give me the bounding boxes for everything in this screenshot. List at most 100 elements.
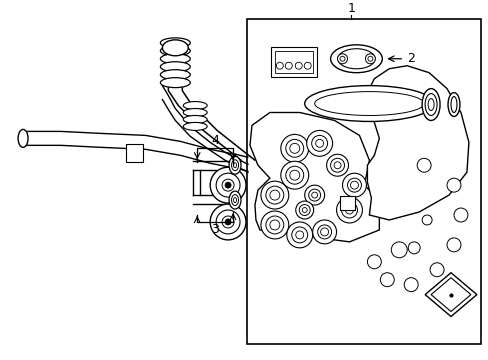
Ellipse shape (450, 96, 456, 112)
Circle shape (280, 161, 308, 189)
Polygon shape (424, 273, 476, 316)
Ellipse shape (183, 102, 207, 109)
Ellipse shape (330, 45, 382, 73)
Bar (270, 47, 316, 77)
Circle shape (345, 206, 353, 214)
Text: 4: 4 (211, 134, 219, 147)
Circle shape (320, 228, 328, 236)
Ellipse shape (183, 108, 207, 117)
Circle shape (416, 158, 430, 172)
Circle shape (261, 181, 288, 209)
Ellipse shape (314, 91, 423, 116)
Circle shape (407, 242, 419, 254)
Ellipse shape (337, 49, 374, 69)
Ellipse shape (233, 163, 236, 168)
Circle shape (311, 192, 317, 198)
Polygon shape (249, 112, 379, 242)
Ellipse shape (162, 40, 188, 56)
Circle shape (286, 222, 312, 248)
Polygon shape (366, 66, 468, 220)
Circle shape (339, 56, 345, 61)
Ellipse shape (421, 89, 439, 121)
Circle shape (446, 238, 460, 252)
Circle shape (330, 158, 344, 172)
Ellipse shape (18, 129, 28, 147)
Circle shape (304, 62, 310, 69)
Circle shape (289, 170, 299, 180)
Circle shape (216, 173, 240, 197)
Ellipse shape (183, 116, 207, 123)
Circle shape (404, 278, 417, 292)
Circle shape (350, 181, 358, 189)
Circle shape (333, 162, 340, 169)
Circle shape (453, 208, 467, 222)
Circle shape (276, 62, 283, 69)
Circle shape (285, 62, 292, 69)
Circle shape (304, 185, 324, 205)
Ellipse shape (160, 70, 190, 80)
Ellipse shape (160, 38, 190, 48)
Polygon shape (430, 278, 470, 311)
Ellipse shape (228, 156, 241, 174)
Circle shape (291, 227, 307, 243)
Circle shape (421, 215, 431, 225)
Ellipse shape (233, 198, 236, 203)
Text: 2: 2 (407, 52, 414, 65)
Circle shape (365, 54, 375, 64)
Circle shape (336, 197, 362, 223)
Ellipse shape (160, 78, 190, 87)
Ellipse shape (160, 54, 190, 64)
Circle shape (337, 54, 347, 64)
Ellipse shape (183, 122, 207, 130)
Circle shape (269, 190, 279, 200)
Ellipse shape (304, 86, 433, 121)
Circle shape (311, 135, 327, 151)
Circle shape (446, 178, 460, 192)
Circle shape (222, 179, 234, 191)
Bar (339, 196, 355, 210)
Circle shape (429, 263, 443, 277)
Circle shape (308, 189, 320, 201)
Circle shape (326, 154, 348, 176)
Circle shape (289, 143, 299, 153)
Circle shape (295, 201, 313, 219)
Circle shape (224, 182, 231, 188)
Ellipse shape (231, 160, 238, 171)
Circle shape (366, 255, 381, 269)
Bar (274, 51, 312, 73)
Circle shape (295, 231, 303, 239)
Circle shape (302, 207, 306, 212)
Circle shape (312, 220, 336, 244)
Ellipse shape (447, 93, 459, 117)
Circle shape (269, 220, 279, 230)
Ellipse shape (228, 191, 241, 209)
Ellipse shape (160, 46, 190, 56)
Text: 1: 1 (347, 3, 355, 15)
Circle shape (306, 130, 332, 156)
Circle shape (210, 204, 245, 240)
Circle shape (317, 225, 331, 239)
Bar (125, 144, 143, 162)
Circle shape (285, 139, 303, 157)
Text: 3: 3 (211, 224, 219, 237)
Ellipse shape (427, 99, 433, 111)
Circle shape (222, 216, 234, 228)
Circle shape (265, 216, 283, 234)
Circle shape (265, 186, 283, 204)
Circle shape (315, 139, 323, 147)
Circle shape (261, 211, 288, 239)
Bar (246, 19, 480, 345)
Circle shape (216, 210, 240, 234)
Circle shape (390, 242, 407, 258)
Ellipse shape (424, 94, 436, 116)
Circle shape (295, 62, 302, 69)
Circle shape (347, 178, 361, 192)
Circle shape (299, 204, 309, 216)
Circle shape (285, 166, 303, 184)
Circle shape (210, 167, 245, 203)
Circle shape (342, 173, 366, 197)
Circle shape (280, 134, 308, 162)
Ellipse shape (231, 195, 238, 206)
Circle shape (341, 202, 357, 218)
Circle shape (224, 219, 231, 225)
